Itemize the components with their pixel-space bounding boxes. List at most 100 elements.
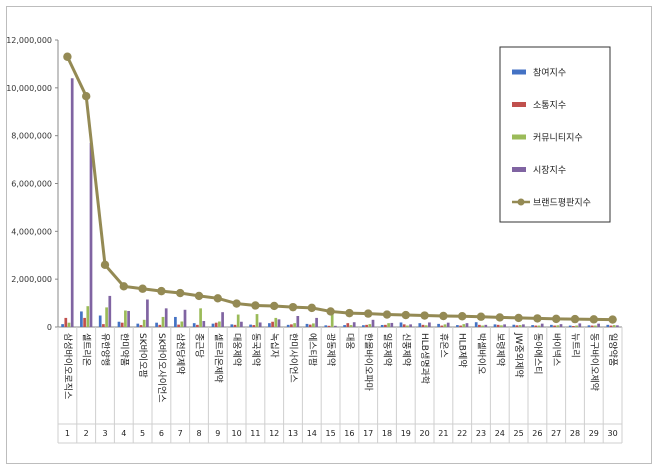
bar-28-참여지수 <box>568 325 572 327</box>
bar-9-커뮤니티지수 <box>218 321 221 327</box>
bar-28-시장지수 <box>578 323 582 327</box>
bar-20-커뮤니티지수 <box>424 325 428 327</box>
bar-22-시장지수 <box>465 323 469 327</box>
point-14 <box>307 303 316 313</box>
bar-7-소통지수 <box>177 324 180 327</box>
bar-19-참여지수 <box>399 322 403 327</box>
bar-10-소통지수 <box>233 324 237 327</box>
rank-number: 27 <box>551 429 561 438</box>
y-tick-label: 4,000,000 <box>11 227 52 236</box>
rank-number: 9 <box>215 429 220 438</box>
bar-9-시장지수 <box>221 312 224 327</box>
bar-20-참여지수 <box>418 323 422 327</box>
bar-10-참여지수 <box>230 324 234 327</box>
bar-10-시장지수 <box>240 321 243 327</box>
rank-number: 13 <box>288 429 298 438</box>
bar-8-소통지수 <box>196 324 199 327</box>
bar-23-시장지수 <box>484 324 488 327</box>
category-label: 에스티팜 <box>306 333 317 366</box>
point-19 <box>401 310 410 320</box>
bar-24-참여지수 <box>493 324 497 327</box>
rank-number: 17 <box>363 429 373 438</box>
y-tick-label: 12,000,000 <box>6 36 52 45</box>
rank-number: 24 <box>495 429 505 438</box>
rank-number: 3 <box>102 429 107 438</box>
bar-27-시장지수 <box>559 324 563 327</box>
legend-label: 브랜드평판지수 <box>533 198 591 209</box>
legend-label: 소통지수 <box>533 100 566 111</box>
bar-24-커뮤니티지수 <box>500 325 503 327</box>
point-15 <box>326 307 335 316</box>
point-20 <box>420 311 429 320</box>
bar-27-소통지수 <box>553 325 556 327</box>
rank-number: 4 <box>121 429 126 438</box>
bar-10-커뮤니티지수 <box>236 314 240 327</box>
bar-1-참여지수 <box>61 324 64 327</box>
bar-20-시장지수 <box>428 322 431 327</box>
bar-13-커뮤니티지수 <box>293 323 296 327</box>
bar-6-소통지수 <box>158 324 162 327</box>
bar-26-시장지수 <box>540 323 544 327</box>
line-series <box>63 52 617 324</box>
bar-25-시장지수 <box>522 324 525 327</box>
bar-25-소통지수 <box>515 325 519 327</box>
y-tick-label: 10,000,000 <box>6 84 52 93</box>
bar-1-커뮤니티지수 <box>67 322 71 327</box>
bar-24-소통지수 <box>496 324 500 327</box>
bar-3-참여지수 <box>98 315 102 327</box>
bar-12-커뮤니티지수 <box>274 317 278 327</box>
rank-number: 30 <box>608 429 618 438</box>
bar-21-참여지수 <box>437 323 440 327</box>
bar-2-참여지수 <box>80 311 83 327</box>
y-tick-label: 8,000,000 <box>11 132 52 141</box>
bar-17-소통지수 <box>365 324 368 327</box>
category-label: 대웅 <box>344 333 355 350</box>
bar-9-소통지수 <box>214 322 218 327</box>
bar-19-시장지수 <box>409 324 412 327</box>
point-3 <box>100 260 110 270</box>
point-22 <box>458 312 467 321</box>
bar-17-시장지수 <box>371 319 375 327</box>
category-label: 동구바이오제약 <box>588 333 600 391</box>
rank-number: 19 <box>401 429 411 438</box>
point-27 <box>552 314 561 324</box>
bar-6-커뮤니티지수 <box>161 316 165 327</box>
category-label: 셀트리온 <box>81 333 92 366</box>
category-label: 바이넥스 <box>551 333 562 366</box>
bar-7-시장지수 <box>183 309 187 327</box>
category-label: 종근당 <box>194 333 205 358</box>
category-label: HLB생명과학 <box>419 333 430 384</box>
bar-29-참여지수 <box>587 325 591 327</box>
bar-8-시장지수 <box>202 321 206 327</box>
bar-18-참여지수 <box>380 324 384 327</box>
point-25 <box>514 313 523 323</box>
legend-label: 참여지수 <box>533 67 566 79</box>
point-18 <box>382 310 392 319</box>
y-tick-label: 2,000,000 <box>11 275 52 284</box>
bar-3-소통지수 <box>102 324 105 327</box>
point-23 <box>476 312 486 321</box>
bar-3-시장지수 <box>108 295 112 327</box>
legend-swatch <box>512 134 526 140</box>
bar-15-커뮤니티지수 <box>330 313 334 327</box>
bar-2-시장지수 <box>89 142 93 327</box>
bar-22-커뮤니티지수 <box>462 324 466 327</box>
bar-19-커뮤니티지수 <box>406 325 409 327</box>
bar-15-소통지수 <box>327 325 331 327</box>
bar-14-소통지수 <box>308 324 312 327</box>
category-label: 유한양행 <box>100 333 112 366</box>
rank-number: 20 <box>420 429 430 438</box>
rank-number: 8 <box>196 429 201 438</box>
bar-11-참여지수 <box>249 324 252 327</box>
point-28 <box>570 314 580 324</box>
bar-12-시장지수 <box>277 319 281 327</box>
bar-17-커뮤니티지수 <box>368 324 372 327</box>
category-label: 삼천당제약 <box>175 333 187 374</box>
bar-12-소통지수 <box>271 321 274 327</box>
bar-25-커뮤니티지수 <box>518 325 522 327</box>
bar-2-소통지수 <box>83 317 86 327</box>
category-label: SK바이오사이언스 <box>156 333 168 403</box>
point-6 <box>157 286 166 296</box>
point-26 <box>533 314 542 323</box>
